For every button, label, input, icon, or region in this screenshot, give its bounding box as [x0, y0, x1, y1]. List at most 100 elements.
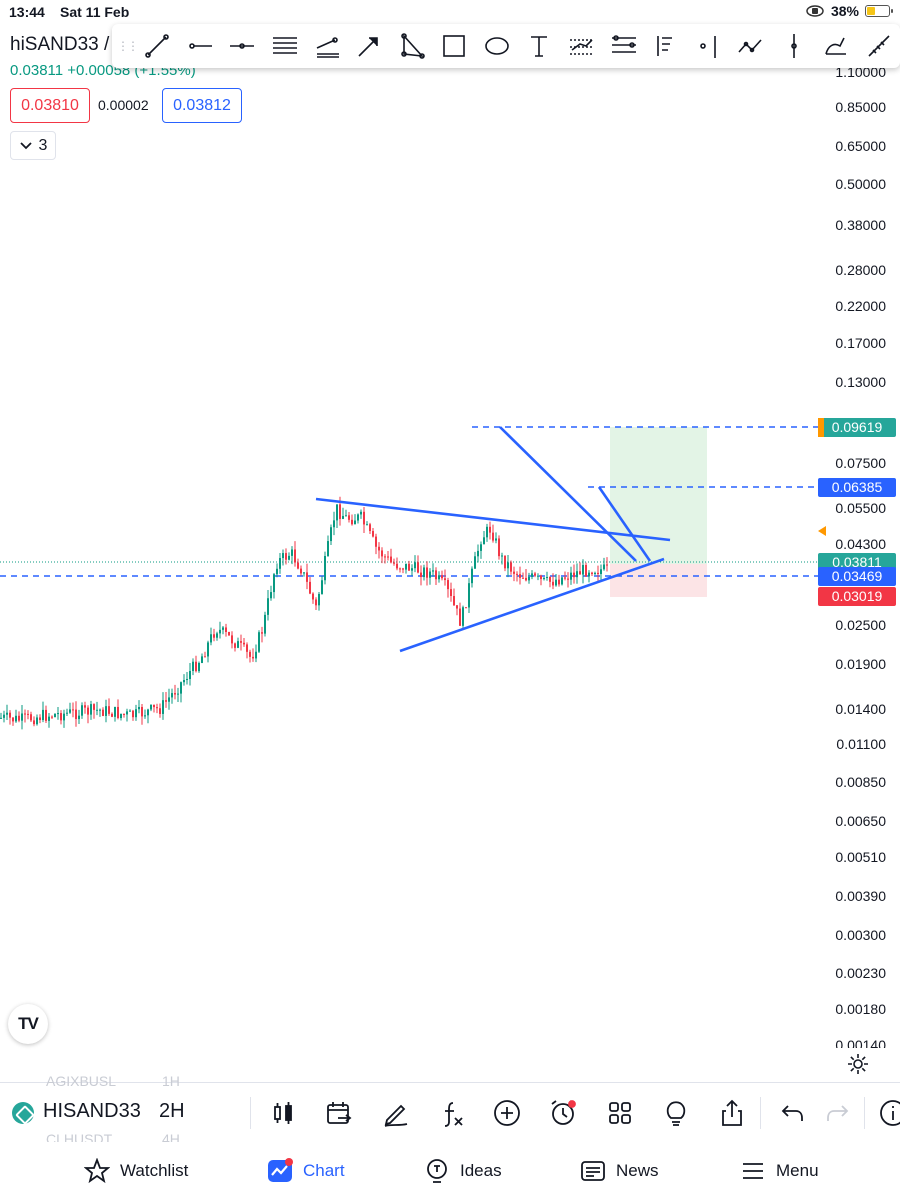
share-button[interactable] — [717, 1098, 747, 1128]
info-button[interactable] — [878, 1098, 900, 1128]
candle-body — [273, 574, 275, 593]
gear-icon[interactable] — [846, 1052, 870, 1076]
battery-icon — [865, 5, 893, 17]
long-position-tool[interactable] — [560, 26, 602, 66]
chevron-down-icon — [19, 141, 32, 149]
candle-body — [339, 504, 341, 519]
alert-button[interactable] — [548, 1098, 578, 1128]
candle-body — [345, 515, 347, 517]
ellipse-tool[interactable] — [476, 26, 518, 66]
status-date: Sat 11 Feb — [60, 4, 130, 20]
price-chart[interactable]: 1.10000 0.85000 0.65000 0.50000 0.38000 0.280… — [0, 68, 900, 1048]
interval-selector[interactable]: 2H — [159, 1100, 185, 1122]
price-tick-label: 0.50000 — [835, 176, 886, 192]
price-tick-label: 0.01900 — [835, 656, 886, 672]
price-badge-entry[interactable]: 0.03469 — [818, 567, 896, 586]
candle-body — [3, 714, 5, 718]
drawings-button[interactable] — [381, 1098, 411, 1128]
triangle-lower-line[interactable] — [399, 557, 665, 653]
symbol-title[interactable]: hiSAND33 / — [10, 34, 110, 55]
sell-quote-button[interactable]: 0.03810 — [10, 88, 90, 123]
text-tool[interactable] — [518, 26, 560, 66]
tab-label: Ideas — [460, 1161, 502, 1180]
candle-body — [399, 568, 401, 570]
price-axis[interactable]: 1.10000 0.85000 0.65000 0.50000 0.38000 0.280… — [818, 68, 896, 1048]
candle-body — [489, 526, 491, 533]
candle-body — [513, 571, 515, 574]
short-position-icon — [612, 35, 637, 53]
candle-body — [411, 568, 413, 571]
previous-interval-ghost: 1H — [162, 1073, 180, 1089]
candle-body — [210, 634, 212, 643]
loss-zone[interactable] — [610, 564, 707, 597]
symbol-selector[interactable]: HISAND33 — [43, 1100, 141, 1122]
price-tick-label: 1.10000 — [835, 68, 886, 80]
alert-marker-icon[interactable] — [818, 526, 826, 536]
trend-line-tool[interactable] — [136, 26, 178, 66]
tradingview-logo[interactable]: TV — [8, 1004, 48, 1044]
profit-zone[interactable] — [610, 427, 707, 564]
tab-menu[interactable]: Menu — [740, 1156, 819, 1186]
candle-body — [33, 720, 35, 725]
candle-body — [204, 656, 206, 658]
vertical-ray-tool[interactable] — [688, 26, 730, 66]
redo-icon — [827, 1105, 849, 1121]
tab-label: News — [616, 1161, 659, 1180]
candles-series — [0, 496, 608, 730]
tab-chart[interactable]: Chart — [267, 1156, 345, 1186]
chart-type-button[interactable] — [268, 1098, 298, 1128]
parallel-channel-tool[interactable] — [263, 26, 305, 66]
price-badge-target[interactable]: 0.09619 — [818, 418, 896, 437]
candle-body — [309, 581, 311, 594]
ideas-bulb-button[interactable] — [661, 1098, 691, 1128]
target-projection-line[interactable] — [499, 426, 637, 562]
mid-projection-line[interactable] — [597, 486, 652, 562]
tab-news[interactable]: News — [580, 1156, 659, 1186]
fib-timezone-tool[interactable] — [645, 26, 687, 66]
candle-body — [15, 715, 17, 722]
triangle-upper-line[interactable] — [315, 497, 671, 542]
indicators-collapse-button[interactable]: 3 — [10, 131, 56, 160]
buy-quote-button[interactable]: 0.03812 — [162, 88, 242, 123]
redo-button[interactable] — [822, 1098, 852, 1128]
measure-tool[interactable] — [857, 26, 899, 66]
indicators-button[interactable] — [437, 1098, 467, 1128]
add-button[interactable] — [492, 1098, 522, 1128]
polyline-tool[interactable] — [730, 26, 772, 66]
arrow-tool[interactable] — [348, 26, 390, 66]
short-position-tool[interactable] — [603, 26, 645, 66]
rectangle-tool[interactable] — [433, 26, 475, 66]
candle-body — [369, 524, 371, 532]
candle-body — [606, 564, 608, 566]
price-tick-label: 0.13000 — [835, 374, 886, 390]
horizontal-line-tool[interactable] — [221, 26, 263, 66]
horizontal-ray-tool[interactable] — [178, 26, 220, 66]
compare-button[interactable] — [324, 1098, 354, 1128]
brush-tool[interactable] — [815, 26, 857, 66]
candle-body — [567, 578, 569, 580]
drag-handle-icon[interactable]: ⋮⋮ — [117, 39, 139, 53]
candle-body — [522, 577, 524, 579]
status-bar: 13:44 Sat 11 Feb 38% — [0, 0, 900, 24]
tab-watchlist[interactable]: Watchlist — [84, 1156, 188, 1186]
price-badge-mid-target[interactable]: 0.06385 — [818, 478, 896, 497]
price-tick-label: 0.00650 — [835, 813, 886, 829]
candle-body — [18, 715, 20, 721]
candle-body — [342, 515, 344, 519]
price-badge-stop[interactable]: 0.03019 — [818, 587, 896, 606]
triangle-pattern-tool[interactable] — [391, 26, 433, 66]
undo-button[interactable] — [778, 1098, 808, 1128]
tab-ideas[interactable]: Ideas — [424, 1156, 502, 1186]
vertical-line-tool[interactable] — [773, 26, 815, 66]
regression-trend-tool[interactable] — [306, 26, 348, 66]
candle-body — [258, 632, 260, 652]
candle-body — [420, 572, 422, 578]
regression-trend-icon — [316, 37, 339, 58]
svg-text:0.03019: 0.03019 — [832, 588, 883, 604]
candle-body — [222, 627, 224, 630]
price-tick-label: 0.02500 — [835, 617, 886, 633]
candle-body — [84, 705, 86, 708]
indicators-icon — [444, 1102, 463, 1127]
candle-body — [525, 577, 527, 581]
layouts-button[interactable] — [605, 1098, 635, 1128]
